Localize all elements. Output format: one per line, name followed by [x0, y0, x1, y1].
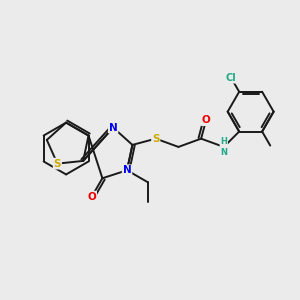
Text: Cl: Cl — [226, 73, 236, 83]
Text: N: N — [123, 165, 131, 175]
Text: H
N: H N — [220, 137, 227, 157]
Text: N: N — [109, 123, 118, 133]
Text: S: S — [54, 159, 61, 169]
Text: O: O — [87, 192, 96, 202]
Text: S: S — [152, 134, 160, 144]
Text: O: O — [202, 115, 210, 125]
